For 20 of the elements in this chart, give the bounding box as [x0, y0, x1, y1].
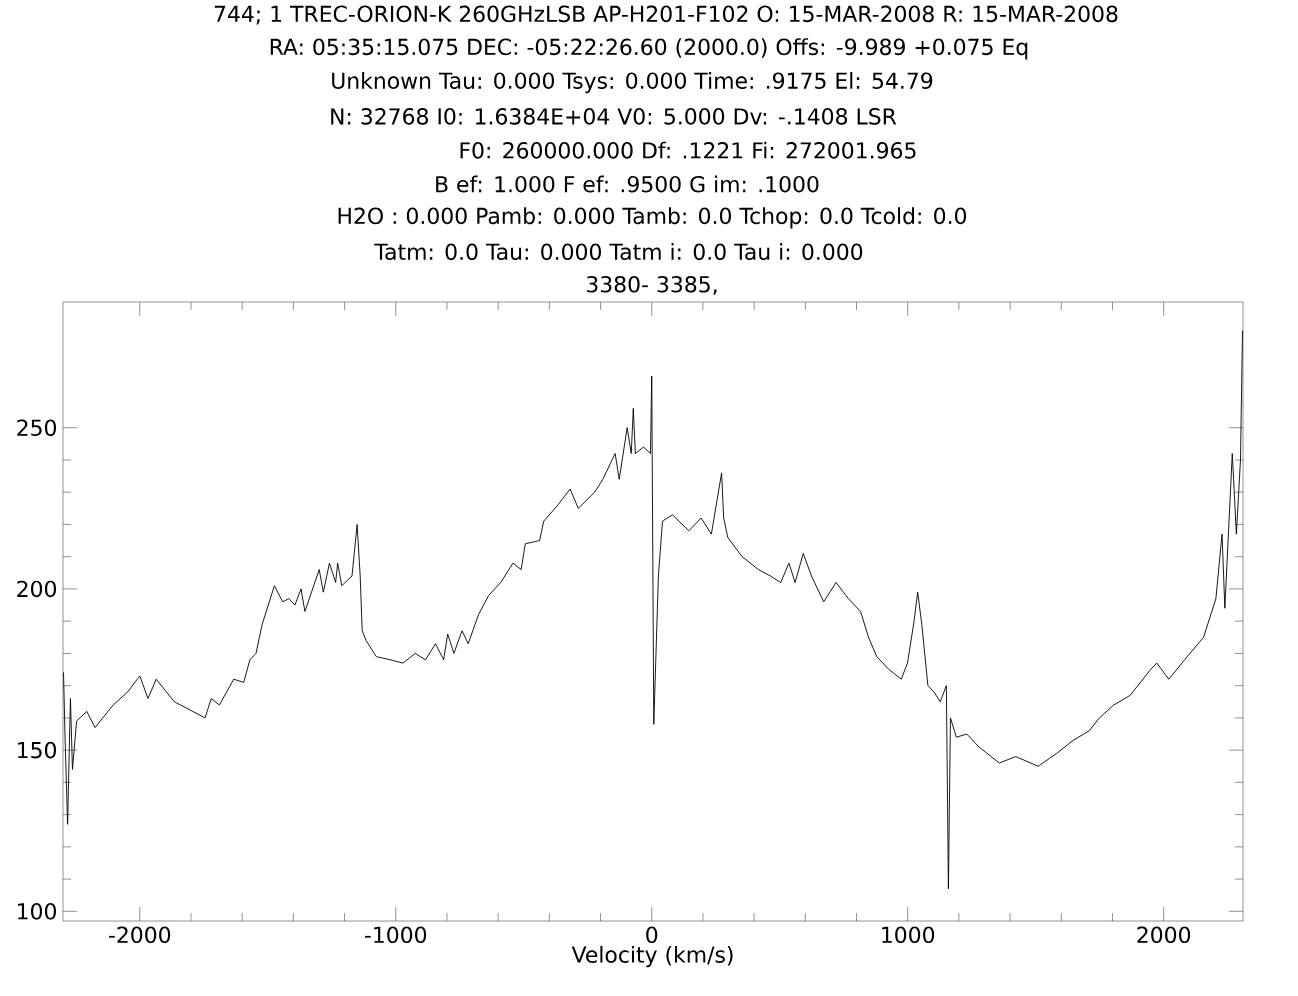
x-tick-label: -1000 — [365, 926, 427, 944]
x-tick-label: 2000 — [1137, 926, 1191, 944]
text: Unknown Tau: 0.000 Tsys: 0.000 Time: .9175 El: 54.79 — [332, 71, 933, 94]
x-tick-label: 1000 — [882, 926, 935, 944]
text: RA: 05:35:15.075 DEC: -05:22:26.60 (2000.0) Offs: -9.989 +0.075 Eq — [270, 38, 1028, 60]
text: 744; 1 TREC-ORION-K 260GHzLSB AP-H201-F102 O: 15-MAR-2008 R: 15-MAR-2008 — [214, 5, 1118, 25]
y-tick-label: 150 — [18, 741, 57, 759]
text: Tatm: 0.0 Tau: 0.000 Tatm i: 0.0 Tau i: 0.000 — [374, 243, 863, 261]
text: H2O : 0.000 Pamb: 0.000 Tamb: 0.0 Tchop: 0.0 Tcold: 0.0 — [338, 207, 967, 229]
text: F0: 260000.000 Df: .1221 Fi: 272001.965 — [460, 141, 916, 159]
text: N: 32768 I0: 1.6384E+04 V0: 5.000 Dv: -.1408 LSR — [331, 108, 897, 125]
y-tick-label: 200 — [17, 580, 57, 598]
y-tick-label: 250 — [17, 419, 57, 437]
text: B ef: 1.000 F ef: .9500 G im: .1000 — [436, 175, 819, 193]
x-tick-label: 0 — [646, 926, 658, 944]
x-tick-label: -2000 — [109, 926, 171, 944]
x-axis-title: Velocity (km/s) — [571, 945, 733, 968]
y-tick-label: 100 — [18, 903, 57, 920]
line-series — [63, 330, 1243, 890]
text: 3380- 3385, — [586, 275, 717, 295]
